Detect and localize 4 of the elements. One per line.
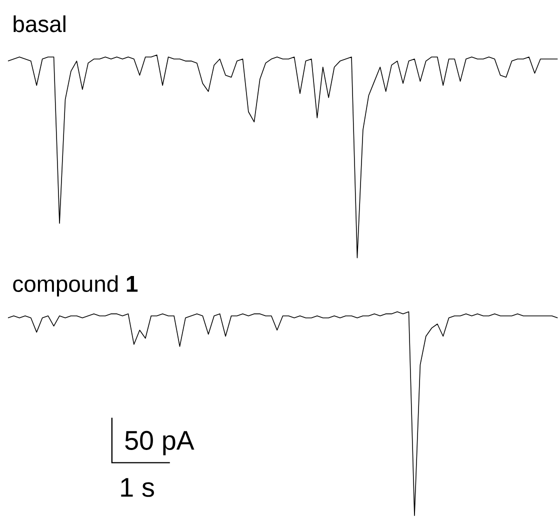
chart-title: compound 1 [13, 275, 138, 297]
annotation: 1 s [121, 478, 154, 498]
chart-title: basal [14, 16, 66, 32]
annotation: 50 pA [125, 431, 194, 456]
